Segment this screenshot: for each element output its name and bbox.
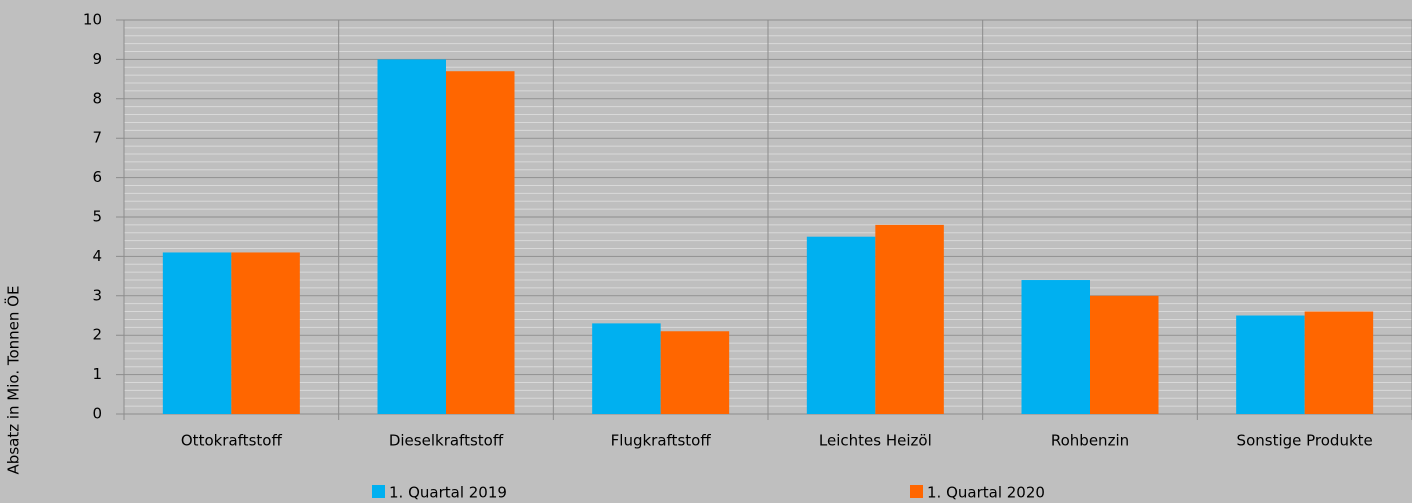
y-tick-label: 8 bbox=[92, 89, 102, 107]
legend-swatch bbox=[372, 485, 385, 498]
bar bbox=[875, 224, 944, 414]
legend-swatch bbox=[910, 485, 923, 498]
legend: 1. Quartal 2019 1. Quartal 2020 bbox=[372, 484, 1045, 502]
y-tick-label: 4 bbox=[92, 247, 102, 265]
x-tick-label: Leichtes Heizöl bbox=[819, 432, 932, 450]
x-tick-label: Ottokraftstoff bbox=[181, 432, 283, 450]
x-tick-label: Flugkraftstoff bbox=[611, 432, 712, 450]
y-tick-label: 7 bbox=[92, 129, 102, 147]
y-tick-label: 2 bbox=[92, 326, 102, 344]
bar bbox=[806, 236, 876, 414]
y-tick-label: 5 bbox=[92, 208, 102, 226]
y-tick-label: 0 bbox=[92, 405, 102, 423]
bar bbox=[446, 71, 515, 414]
bar bbox=[1304, 311, 1374, 414]
y-axis-label: Absatz in Mio. Tonnen ÖE bbox=[4, 286, 23, 475]
bar bbox=[1021, 280, 1090, 414]
x-tick-label: Sonstige Produkte bbox=[1237, 432, 1373, 450]
legend-label: 1. Quartal 2020 bbox=[927, 484, 1045, 502]
y-tick-label: 9 bbox=[92, 50, 102, 68]
bar bbox=[660, 331, 730, 414]
x-tick-label: Rohbenzin bbox=[1051, 432, 1129, 450]
y-tick-label: 6 bbox=[92, 168, 102, 186]
y-tick-label: 1 bbox=[92, 365, 102, 383]
bar bbox=[1090, 295, 1159, 414]
bar bbox=[1236, 315, 1305, 414]
bar bbox=[162, 252, 232, 414]
legend-label: 1. Quartal 2019 bbox=[389, 484, 507, 502]
bar bbox=[377, 59, 446, 415]
y-tick-label: 3 bbox=[92, 286, 102, 304]
bar bbox=[592, 323, 661, 414]
bar bbox=[231, 252, 300, 414]
y-tick-label: 10 bbox=[83, 11, 102, 29]
x-tick-label: Dieselkraftstoff bbox=[389, 432, 504, 450]
